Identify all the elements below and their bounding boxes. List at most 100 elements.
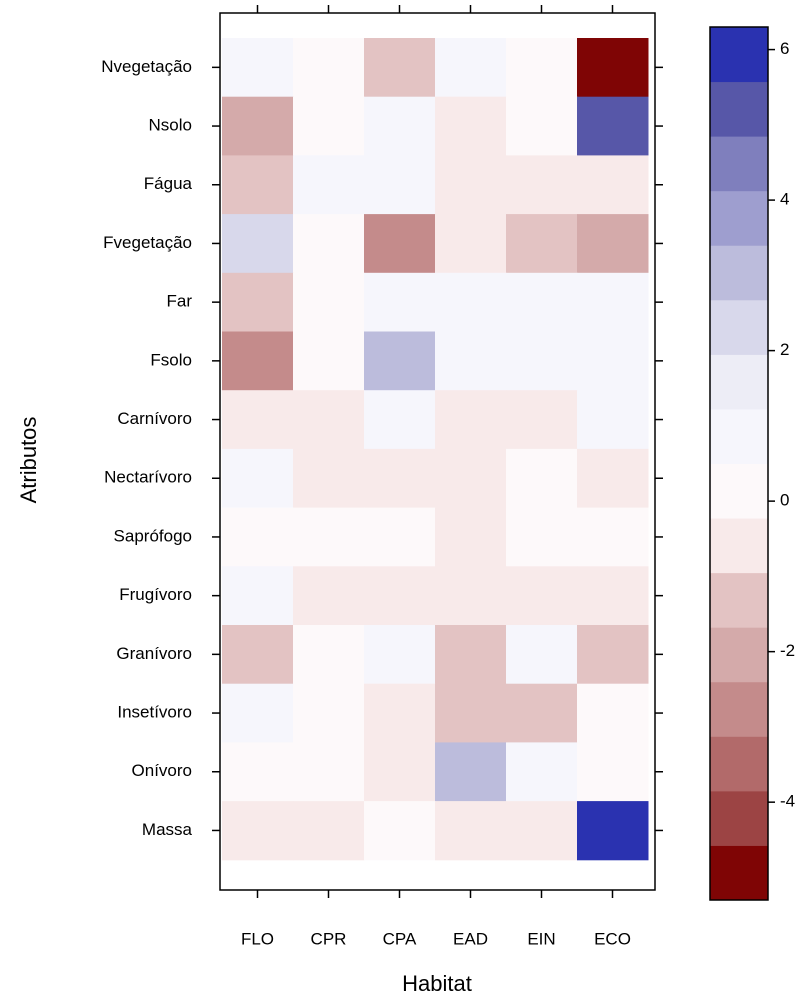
heatmap-cell: [222, 448, 294, 509]
heatmap-cell: [364, 683, 436, 743]
heatmap-cell: [222, 566, 294, 626]
heatmap-cell: [577, 742, 649, 802]
heatmap-cell: [577, 96, 649, 156]
heatmap-cell: [364, 155, 436, 215]
colorbar-bin: [710, 299, 768, 355]
colorbar-tick-label: 2: [780, 340, 789, 359]
heatmap-cell: [222, 390, 294, 450]
heatmap-cell: [577, 155, 649, 215]
heatmap-cell: [435, 214, 507, 274]
colorbar-tick-label: 6: [780, 39, 789, 58]
heatmap-cell: [577, 214, 649, 274]
heatmap-cell: [293, 625, 365, 685]
heatmap-cell: [577, 390, 649, 450]
heatmap-cell: [222, 742, 294, 802]
heatmap-cell: [506, 448, 578, 509]
heatmap-cell: [577, 448, 649, 509]
heatmap-cell: [293, 566, 365, 626]
heatmap-cell: [435, 448, 507, 509]
y-tick-label: Far: [167, 292, 193, 311]
colorbar-frame: [709, 26, 769, 901]
heatmap-cell: [506, 155, 578, 215]
colorbar-bin: [710, 790, 768, 846]
colorbar-bin: [710, 463, 768, 519]
heatmap-cell: [222, 38, 294, 98]
y-tick-label: Saprófogo: [114, 526, 192, 545]
heatmap-cell: [506, 331, 578, 391]
heatmap-cell: [293, 507, 365, 567]
heatmap-cell: [506, 390, 578, 450]
heatmap-cell: [364, 214, 436, 274]
heatmap-cell: [506, 38, 578, 98]
heatmap-cell: [222, 683, 294, 743]
heatmap-cell: [222, 214, 294, 274]
colorbar-bin: [710, 681, 768, 737]
heatmap-cell: [506, 507, 578, 567]
heatmap-cell: [293, 742, 365, 802]
colorbar-bin: [710, 245, 768, 301]
heatmap-cell: [364, 566, 436, 626]
heatmap-cell: [435, 742, 507, 802]
heatmap-cell: [222, 272, 294, 332]
heatmap-cell: [577, 625, 649, 685]
colorbar-tick-label: 0: [780, 491, 789, 510]
colorbar-tick-label: -4: [780, 792, 795, 811]
x-tick-label: CPR: [311, 929, 347, 948]
heatmap-cell: [293, 272, 365, 332]
colorbar-tick-label: 4: [780, 190, 789, 209]
colorbar-bin: [710, 845, 768, 901]
heatmap-cell: [435, 155, 507, 215]
heatmap-cell: [364, 742, 436, 802]
heatmap-cell: [506, 625, 578, 685]
heatmap-cell: [293, 390, 365, 450]
heatmap-cell: [435, 625, 507, 685]
heatmap-cell: [364, 96, 436, 156]
heatmap-cell: [506, 214, 578, 274]
heatmap-cell: [506, 96, 578, 156]
y-axis-title: Atributos: [16, 417, 41, 504]
x-axis-title: Habitat: [402, 971, 472, 996]
heatmap-cell: [435, 331, 507, 391]
heatmap-cell: [222, 801, 294, 861]
colorbar-bin: [710, 408, 768, 464]
y-tick-label: Fvegetação: [103, 233, 192, 252]
heatmap-cell: [577, 683, 649, 743]
heatmap-cell: [435, 683, 507, 743]
heatmap-cell: [577, 38, 649, 98]
x-tick-label: FLO: [241, 929, 274, 948]
y-tick-label: Insetívoro: [117, 703, 192, 722]
colorbar-bin: [710, 81, 768, 137]
colorbar-bin: [710, 27, 768, 83]
x-tick-label: EIN: [527, 929, 555, 948]
heatmap-cell: [293, 155, 365, 215]
colorbar-tick-label: -2: [780, 641, 795, 660]
heatmap-cell: [364, 331, 436, 391]
heatmap-cell: [577, 566, 649, 626]
heatmap-cell: [293, 448, 365, 509]
heatmap-cell: [222, 96, 294, 156]
heatmap-cell: [435, 272, 507, 332]
colorbar-bin: [710, 136, 768, 192]
x-tick-label: EAD: [453, 929, 488, 948]
y-tick-label: Nectarívoro: [104, 468, 192, 487]
y-tick-label: Frugívoro: [119, 585, 192, 604]
heatmap-cell: [577, 331, 649, 391]
x-tick-label: ECO: [594, 929, 631, 948]
y-tick-label: Fágua: [144, 174, 193, 193]
heatmap-cell: [435, 566, 507, 626]
heatmap-cell: [506, 566, 578, 626]
heatmap-cell: [222, 625, 294, 685]
heatmap-cell: [293, 96, 365, 156]
colorbar-bin: [710, 572, 768, 628]
heatmap-cell: [506, 272, 578, 332]
heatmap-cell: [506, 683, 578, 743]
colorbar-bin: [710, 736, 768, 792]
heatmap-cell: [577, 507, 649, 567]
heatmap-cell: [506, 742, 578, 802]
heatmap-cell: [364, 801, 436, 861]
heatmap-cell: [222, 507, 294, 567]
heatmap-cell: [364, 625, 436, 685]
heatmap-cell: [577, 801, 649, 861]
colorbar-bin: [710, 518, 768, 574]
